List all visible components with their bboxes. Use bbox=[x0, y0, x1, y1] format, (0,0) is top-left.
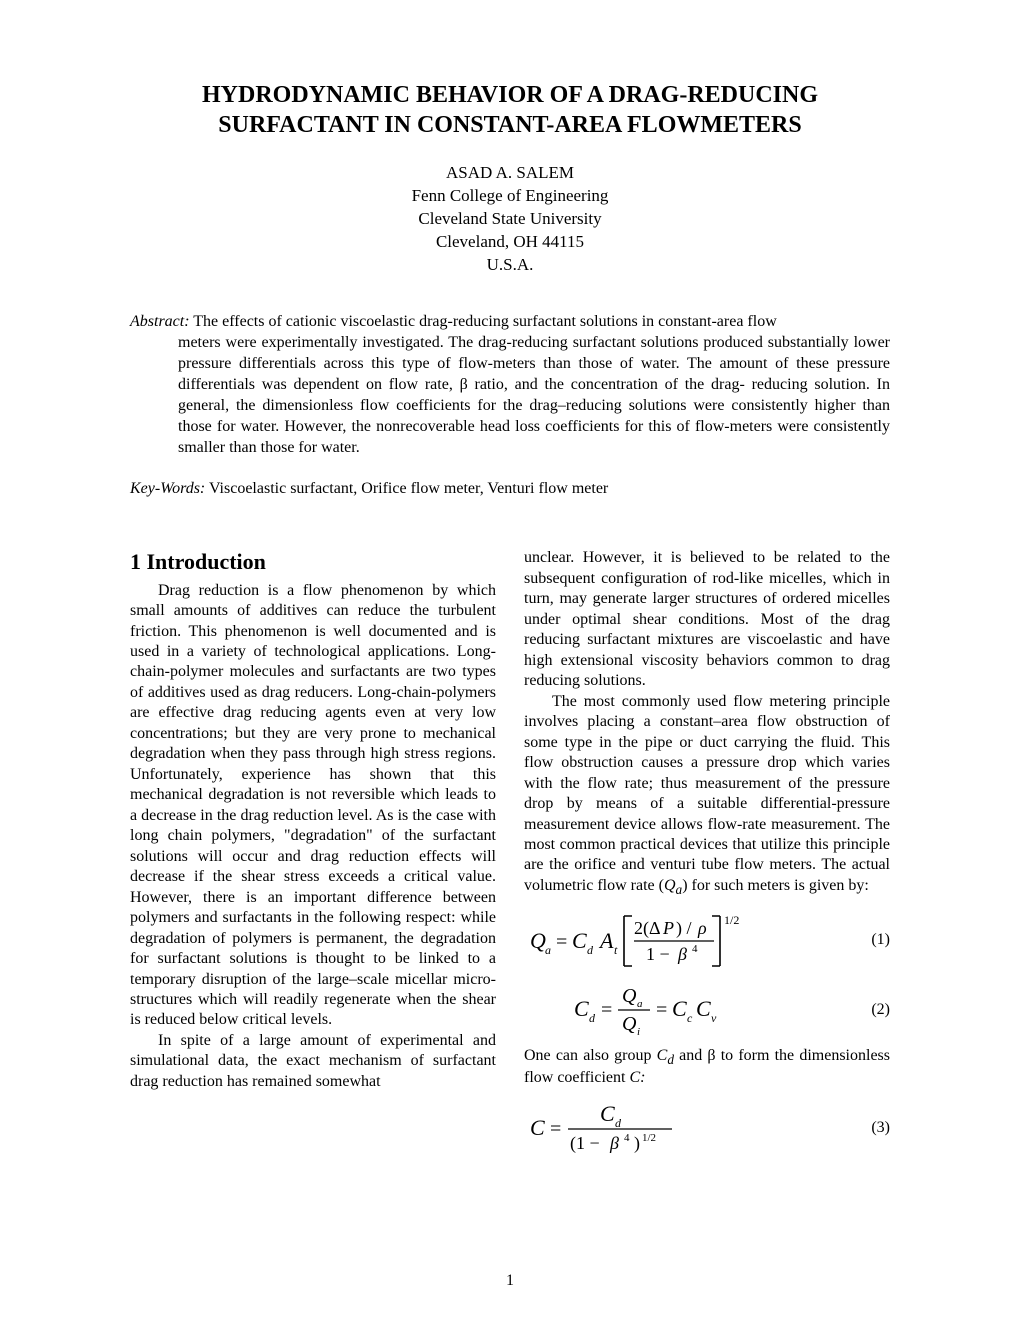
svg-text:d: d bbox=[615, 1116, 622, 1130]
author-country: U.S.A. bbox=[487, 255, 534, 274]
svg-text:4: 4 bbox=[692, 943, 698, 955]
svg-text:C: C bbox=[600, 1101, 615, 1126]
keywords-text: Viscoelastic surfactant, Orifice flow me… bbox=[205, 480, 608, 497]
paper-title: HYDRODYNAMIC BEHAVIOR OF A DRAG-REDUCING… bbox=[130, 80, 890, 140]
body-columns: 1 Introduction Drag reduction is a flow … bbox=[130, 548, 890, 1164]
svg-text:=: = bbox=[601, 999, 612, 1021]
svg-text:=: = bbox=[550, 1118, 561, 1140]
svg-text:1/2: 1/2 bbox=[724, 913, 739, 927]
col2-p2-a: The most commonly used flow metering pri… bbox=[524, 693, 890, 894]
svg-text:P: P bbox=[662, 918, 674, 938]
section-1-heading: 1 Introduction bbox=[130, 548, 496, 576]
equation-1-number: (1) bbox=[854, 930, 890, 950]
svg-text:v: v bbox=[711, 1011, 717, 1025]
page-number: 1 bbox=[0, 1272, 1020, 1290]
equation-2-body: C d = Q a Q i = C c C v bbox=[524, 982, 854, 1038]
qa-symbol: Q bbox=[664, 877, 676, 894]
equation-3: C = C d (1 − β 4 ) 1/2 (3) bbox=[524, 1099, 890, 1157]
svg-text:c: c bbox=[687, 1011, 693, 1025]
svg-text:C: C bbox=[572, 928, 587, 953]
equation-3-body: C = C d (1 − β 4 ) 1/2 bbox=[524, 1099, 854, 1157]
col1-para-2: In spite of a large amount of experiment… bbox=[130, 1031, 496, 1092]
col1-para-1: Drag reduction is a flow phenomenon by w… bbox=[130, 581, 496, 1031]
svg-text:C: C bbox=[672, 996, 687, 1021]
svg-text:d: d bbox=[587, 943, 594, 957]
title-line-2: SURFACTANT IN CONSTANT-AREA FLOWMETERS bbox=[218, 112, 801, 138]
col2-para-2: The most commonly used flow metering pri… bbox=[524, 692, 890, 898]
svg-text:1 −: 1 − bbox=[646, 944, 670, 964]
author-city: Cleveland, OH 44115 bbox=[436, 232, 584, 251]
page: HYDRODYNAMIC BEHAVIOR OF A DRAG-REDUCING… bbox=[0, 0, 1020, 1320]
c-symbol: C: bbox=[629, 1069, 645, 1086]
svg-text:2(Δ: 2(Δ bbox=[634, 918, 661, 939]
svg-text:β: β bbox=[677, 944, 687, 964]
cd-sub: d bbox=[667, 1052, 674, 1067]
svg-text:): ) bbox=[634, 1133, 640, 1154]
svg-text:d: d bbox=[589, 1011, 596, 1025]
svg-text:(1 −: (1 − bbox=[570, 1133, 600, 1154]
svg-text:t: t bbox=[614, 943, 618, 957]
svg-text:C: C bbox=[696, 996, 711, 1021]
svg-text:=: = bbox=[656, 999, 667, 1021]
c2p3a: One can also group bbox=[524, 1047, 657, 1064]
column-left: 1 Introduction Drag reduction is a flow … bbox=[130, 548, 496, 1164]
equation-2: C d = Q a Q i = C c C v bbox=[524, 982, 890, 1038]
equation-1-body: Q a = C d A t 2(Δ P ) / ρ bbox=[524, 908, 854, 972]
svg-text:a: a bbox=[545, 943, 551, 957]
svg-text:β: β bbox=[609, 1133, 619, 1153]
svg-text:Q: Q bbox=[622, 1013, 637, 1035]
col2-para-1: unclear. However, it is believed to be r… bbox=[524, 548, 890, 691]
svg-text:4: 4 bbox=[624, 1132, 630, 1144]
keywords-label: Key-Words: bbox=[130, 480, 205, 497]
title-line-1: HYDRODYNAMIC BEHAVIOR OF A DRAG-REDUCING bbox=[202, 82, 818, 108]
abstract-label: Abstract: bbox=[130, 313, 190, 330]
author-block: ASAD A. SALEM Fenn College of Engineerin… bbox=[130, 162, 890, 277]
svg-text:C: C bbox=[530, 1115, 545, 1140]
keywords: Key-Words: Viscoelastic surfactant, Orif… bbox=[130, 480, 890, 498]
author-univ: Cleveland State University bbox=[418, 209, 601, 228]
svg-text:1/2: 1/2 bbox=[642, 1132, 656, 1144]
svg-text:ρ: ρ bbox=[697, 918, 707, 938]
svg-text:A: A bbox=[598, 928, 614, 953]
author-name: ASAD A. SALEM bbox=[446, 163, 574, 182]
col2-para-3: One can also group Cd and β to form the … bbox=[524, 1046, 890, 1089]
svg-text:=: = bbox=[556, 931, 567, 953]
equation-1: Q a = C d A t 2(Δ P ) / ρ bbox=[524, 908, 890, 972]
svg-text:C: C bbox=[574, 996, 589, 1021]
svg-text:) /: ) / bbox=[676, 918, 692, 939]
abstract-body: meters were experimentally investigated.… bbox=[130, 332, 890, 459]
svg-text:i: i bbox=[637, 1026, 640, 1038]
svg-text:a: a bbox=[637, 998, 643, 1010]
col2-p2-tail: ) for such meters is given by: bbox=[682, 877, 869, 894]
cd-symbol: C bbox=[657, 1047, 668, 1064]
equation-3-number: (3) bbox=[854, 1118, 890, 1138]
column-right: unclear. However, it is believed to be r… bbox=[524, 548, 890, 1164]
svg-text:Q: Q bbox=[622, 985, 637, 1007]
equation-2-number: (2) bbox=[854, 1000, 890, 1020]
abstract: Abstract: The effects of cationic viscoe… bbox=[130, 311, 890, 459]
abstract-first-line: The effects of cationic viscoelastic dra… bbox=[190, 313, 777, 330]
author-dept: Fenn College of Engineering bbox=[412, 186, 609, 205]
svg-text:Q: Q bbox=[530, 928, 546, 953]
